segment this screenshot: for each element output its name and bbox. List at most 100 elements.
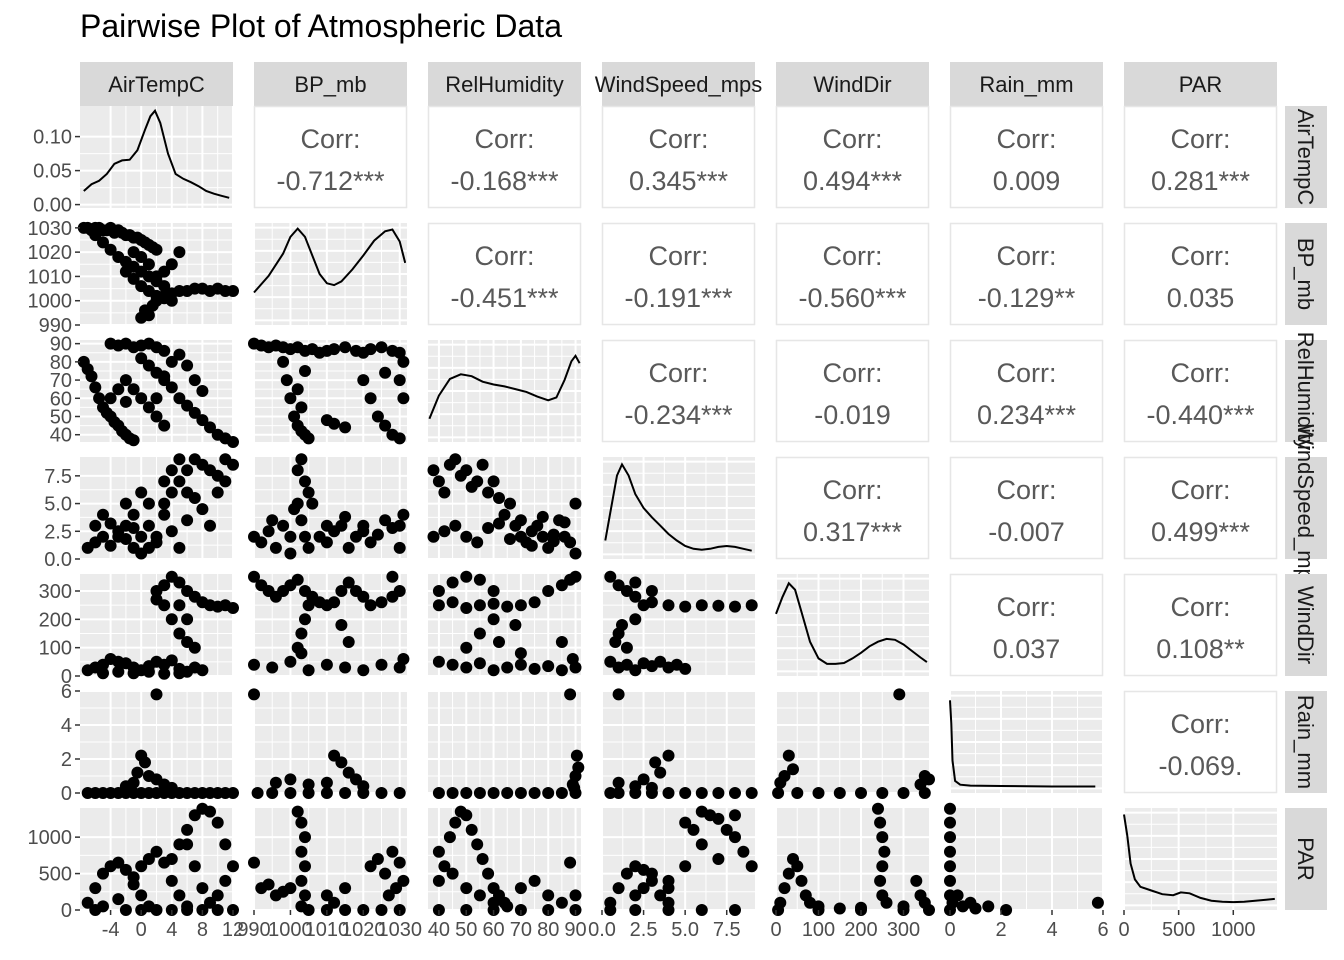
scatter-point (460, 602, 473, 614)
scatter-point (528, 874, 541, 887)
scatter-point (432, 787, 445, 799)
scatter-point (335, 619, 348, 631)
scatter-point (104, 539, 117, 552)
x-tick-label: 8 (197, 919, 208, 941)
row-strip-rain-mm (1285, 691, 1327, 793)
scatter-point (876, 787, 889, 799)
row-strip-par (1285, 808, 1327, 910)
corr-label: Corr: (997, 241, 1057, 271)
scatter-point (89, 229, 102, 242)
scatter-point (335, 585, 348, 597)
scatter-point (893, 688, 906, 701)
scatter-point (514, 514, 527, 527)
scatter-point (135, 889, 148, 902)
scatter-point (482, 867, 495, 880)
scatter-point (782, 749, 795, 762)
x-tick-label: 90 (564, 919, 586, 941)
corr-panel (601, 105, 756, 209)
scatter-point (150, 845, 163, 858)
scatter-point (266, 661, 279, 674)
scatter-point (432, 599, 445, 612)
scatter-point (487, 664, 500, 677)
corr-panel (427, 105, 582, 209)
scatter-point (498, 508, 511, 521)
scatter-point (150, 392, 163, 405)
scatter-point (302, 664, 315, 677)
column-strip-label: WindDir (813, 72, 891, 97)
scatter-point (620, 585, 633, 597)
row-strip-label: PAR (1293, 837, 1318, 881)
scatter-point (528, 596, 541, 609)
y-tick-label: 1000 (28, 291, 73, 313)
scatter-point (181, 399, 194, 412)
scatter-point (662, 904, 675, 916)
density-curve-airtempc (83, 108, 230, 199)
column-strip-label: AirTempC (108, 72, 205, 97)
scatter-point (878, 845, 891, 858)
scatter-point (142, 359, 155, 372)
corr-label: Corr: (823, 358, 883, 388)
y-tick-label: 0.10 (33, 127, 72, 149)
scatter-point (438, 486, 451, 499)
scatter-point (695, 787, 708, 799)
x-tick-label: 100 (802, 919, 835, 941)
scatter-point (150, 688, 163, 701)
scatter-point (211, 889, 224, 902)
scatter-point (629, 889, 642, 902)
scatter-point (570, 749, 583, 762)
scatter-point (251, 787, 264, 799)
scatter-point (196, 385, 209, 397)
scatter-point (165, 486, 178, 499)
scatter-point (342, 541, 355, 554)
scatter-point (604, 787, 617, 799)
scatter-point (629, 904, 642, 916)
y-tick-label: 0.0 (44, 549, 72, 571)
corr-panel (1123, 222, 1278, 326)
scatter-point (291, 464, 304, 477)
scatter-point (446, 658, 459, 671)
scatter-point (662, 749, 675, 762)
x-tick-label: 70 (510, 919, 532, 941)
corr-label: Corr: (823, 241, 883, 271)
scatter-point (397, 653, 410, 665)
y-tick-label: 4 (61, 715, 72, 737)
scatter-point (173, 576, 186, 589)
scatter-point (446, 596, 459, 609)
scatter-point (295, 627, 308, 640)
x-tick-label: -4 (102, 919, 120, 941)
scatter-point (473, 657, 486, 670)
scatter-point (1091, 896, 1104, 909)
scatter-point (772, 904, 785, 916)
scatter-point (555, 787, 568, 799)
scatter-point (320, 536, 333, 549)
scatter-point (833, 787, 846, 799)
scatter-point (119, 904, 132, 916)
corr-label: Corr: (475, 124, 535, 154)
y-tick-label: 5.0 (44, 494, 72, 516)
scatter-point (944, 831, 956, 844)
x-tick-label: 60 (482, 919, 504, 941)
scatter-point (637, 882, 650, 895)
corr-label: Corr: (1171, 124, 1231, 154)
x-tick-label: 1000 (268, 919, 313, 941)
scatter-point (568, 781, 581, 794)
scatter-point (181, 613, 194, 626)
corr-value: 0.035 (1167, 283, 1235, 313)
scatter-point (371, 410, 384, 423)
column-strip-winddir (776, 62, 929, 106)
scatter-point (188, 860, 201, 873)
scatter-point (295, 845, 308, 858)
scatter-point (158, 508, 171, 521)
corr-value: -0.440*** (1146, 400, 1255, 430)
scatter-point (248, 688, 260, 701)
corr-label: Corr: (649, 358, 709, 388)
scatter-point (923, 773, 935, 786)
scatter-point (320, 658, 333, 671)
corr-panel (601, 222, 756, 326)
scatter-point (612, 882, 625, 895)
scatter-point (745, 787, 758, 799)
scatter-point (473, 787, 486, 799)
x-tick-label: 4 (166, 919, 177, 941)
scatter-point (227, 860, 239, 873)
scatter-point (262, 525, 275, 538)
